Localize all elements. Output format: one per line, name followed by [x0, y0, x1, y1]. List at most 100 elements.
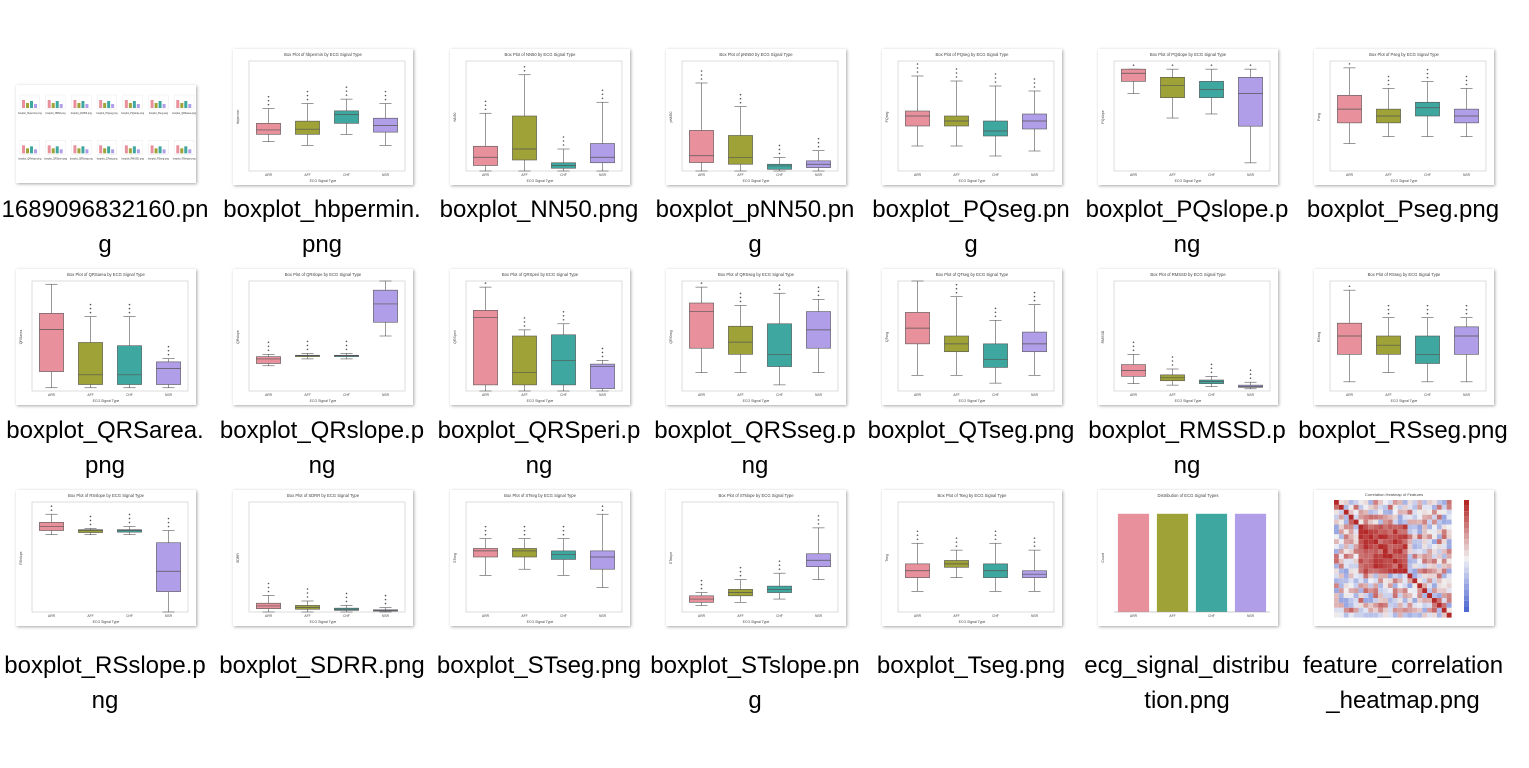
- box-arr: [473, 538, 498, 576]
- outlier-point: [562, 314, 565, 317]
- heat-cell: [1397, 553, 1403, 559]
- file-item[interactable]: Box Plot of pNN50 by ECG Signal Type pNN5…: [650, 0, 860, 768]
- file-name-label[interactable]: boxplot_pNN50.png: [655, 196, 855, 258]
- heat-cell: [1373, 583, 1379, 589]
- file-name-label[interactable]: boxplot_SDRR.png: [219, 652, 425, 679]
- file-thumbnail[interactable]: Box Plot of QRSperi by ECG Signal Type QR…: [450, 269, 630, 405]
- file-name-label[interactable]: boxplot_QRSseg.png: [654, 417, 856, 479]
- iqr-box: [1160, 76, 1185, 98]
- file-name-label[interactable]: boxplot_NN50.png: [439, 196, 639, 223]
- file-name-label[interactable]: boxplot_QTseg.png: [867, 417, 1075, 444]
- heat-cell: [1446, 534, 1452, 540]
- x-tick-label: AFF: [737, 393, 743, 397]
- file-item[interactable]: Box Plot of PQseg by ECG Signal Type PQse…: [866, 0, 1076, 768]
- file-thumbnail[interactable]: boxplot_hbpermin.png boxplot_NN50.png boxp…: [16, 85, 196, 183]
- file-item[interactable]: Box Plot of QRSarea by ECG Signal Type QR…: [0, 0, 210, 768]
- file-thumbnail[interactable]: Box Plot of PQseg by ECG Signal Type PQse…: [882, 49, 1062, 185]
- heat-cell: [1397, 539, 1403, 545]
- file-thumbnail[interactable]: Box Plot of QRSseg by ECG Signal Type QRS…: [666, 269, 846, 405]
- file-name-label[interactable]: boxplot_Tseg.png: [876, 652, 1066, 679]
- file-name-label[interactable]: boxplot_QRSarea.png: [6, 417, 204, 479]
- file-thumbnail[interactable]: Box Plot of hbpermin by ECG Signal Type h…: [233, 49, 413, 185]
- file-thumbnail[interactable]: Box Plot of PQslope by ECG Signal Type PQ…: [1098, 49, 1278, 185]
- file-name-label[interactable]: boxplot_PQslope.png: [1085, 196, 1289, 258]
- x-tick-label: AFF: [953, 393, 959, 397]
- outlier-point: [167, 521, 170, 524]
- outlier-point: [384, 594, 387, 597]
- file-item[interactable]: Box Plot of NN50 by ECG Signal Type NN50 E…: [434, 0, 644, 768]
- file-name-label[interactable]: boxplot_RMSSD.png: [1088, 417, 1286, 479]
- file-item[interactable]: Box Plot of hbpermin by ECG Signal Type h…: [217, 0, 427, 768]
- file-name-label[interactable]: boxplot_Pseg.png: [1306, 196, 1500, 223]
- outlier-point: [306, 588, 309, 590]
- file-thumbnail[interactable]: Box Plot of STslope by ECG Signal Type ST…: [666, 490, 846, 626]
- file-name-label[interactable]: boxplot_PQseg.png: [872, 196, 1070, 258]
- heat-cell: [1407, 607, 1413, 613]
- heat-cell: [1436, 573, 1442, 579]
- file-name-label[interactable]: ecg_signal_distribution.png: [1084, 652, 1290, 714]
- plot-frame: [31, 501, 189, 613]
- file-thumbnail[interactable]: Box Plot of Tseg by ECG Signal Type Tseg E…: [882, 490, 1062, 626]
- file-item[interactable]: Box Plot of STseg by ECG Signal Type STse…: [434, 0, 644, 768]
- heat-cell: [1348, 602, 1354, 608]
- heat-cell: [1441, 524, 1447, 530]
- heat-cell: [1348, 529, 1354, 535]
- mosaic-label: boxplot_PQslope.png: [121, 112, 145, 115]
- file-thumbnail[interactable]: Box Plot of RSseg by ECG Signal Type RSse…: [1314, 269, 1494, 405]
- file-name-label[interactable]: boxplot_QRSperi.png: [437, 417, 641, 479]
- heat-cell: [1334, 524, 1339, 530]
- outlier-point: [994, 73, 997, 75]
- file-thumbnail[interactable]: Box Plot of SDRR by ECG Signal Type SDRR E…: [233, 490, 413, 626]
- file-item[interactable]: Box Plot of QTseg by ECG Signal Type QTse…: [866, 0, 1076, 768]
- file-item[interactable]: Box Plot of STslope by ECG Signal Type ST…: [650, 0, 860, 768]
- file-thumbnail[interactable]: Box Plot of Pseg by ECG Signal Type Pseg E…: [1314, 49, 1494, 185]
- outlier-point: [994, 530, 997, 533]
- file-name-label[interactable]: boxplot_STseg.png: [436, 652, 642, 679]
- file-item[interactable]: Box Plot of QRSseg by ECG Signal Type QRS…: [650, 0, 860, 768]
- file-item[interactable]: Box Plot of RSseg by ECG Signal Type RSse…: [1298, 0, 1508, 768]
- file-name-label[interactable]: boxplot_hbpermin.png: [223, 196, 421, 258]
- file-item[interactable]: Box Plot of PQslope by ECG Signal Type PQ…: [1082, 0, 1292, 768]
- file-thumbnail[interactable]: Distribution of ECG Signal Types Count ARR…: [1098, 490, 1278, 626]
- mosaic-tile: boxplot_QRSperi.png: [44, 140, 68, 160]
- file-name-label[interactable]: boxplot_RSseg.png: [1298, 417, 1508, 444]
- file-item[interactable]: Box Plot of SDRR by ECG Signal Type SDRR E…: [217, 0, 427, 768]
- file-item[interactable]: boxplot_hbpermin.png boxplot_NN50.png boxp…: [0, 0, 210, 768]
- outlier-point: [601, 355, 604, 358]
- heat-cell: [1412, 598, 1418, 603]
- file-name-label[interactable]: boxplot_STslope.png: [650, 652, 860, 714]
- file-item[interactable]: Box Plot of RMSSD by ECG Signal Type RMSS…: [1082, 0, 1292, 768]
- file-item[interactable]: Box Plot of RSslope by ECG Signal Type RS…: [0, 0, 210, 768]
- file-name-label[interactable]: feature_correlation_heatmap.png: [1302, 652, 1504, 714]
- file-thumbnail[interactable]: Box Plot of pNN50 by ECG Signal Type pNN5…: [666, 49, 846, 185]
- file-item[interactable]: Box Plot of QRSperi by ECG Signal Type QR…: [434, 0, 644, 768]
- outlier-point: [1132, 349, 1135, 352]
- heat-cell: [1402, 539, 1408, 545]
- heat-cell: [1446, 578, 1452, 584]
- file-item[interactable]: Correlation Heatmap of Features feature_c…: [1298, 0, 1508, 768]
- iqr-box: [78, 529, 103, 533]
- file-item[interactable]: Distribution of ECG Signal Types Count ARR…: [1082, 0, 1292, 768]
- heat-cell: [1436, 602, 1442, 608]
- file-thumbnail[interactable]: Box Plot of QTseg by ECG Signal Type QTse…: [882, 269, 1062, 405]
- file-item[interactable]: Box Plot of Tseg by ECG Signal Type Tseg E…: [866, 0, 1076, 768]
- outlier-point: [994, 538, 997, 541]
- outlier-point: [523, 533, 526, 536]
- file-name-label[interactable]: boxplot_RSslope.png: [4, 652, 206, 714]
- heat-cell: [1407, 602, 1413, 608]
- heat-cell: [1353, 593, 1359, 598]
- file-item[interactable]: Box Plot of QRslope by ECG Signal Type QR…: [217, 0, 427, 768]
- file-name-label[interactable]: boxplot_QRslope.png: [219, 417, 425, 479]
- file-thumbnail[interactable]: Box Plot of QRslope by ECG Signal Type QR…: [233, 269, 413, 405]
- file-thumbnail[interactable]: Correlation Heatmap of Features: [1314, 490, 1494, 626]
- file-thumbnail[interactable]: Box Plot of RSslope by ECG Signal Type RS…: [16, 490, 196, 626]
- file-thumbnail[interactable]: Box Plot of QRSarea by ECG Signal Type QR…: [16, 269, 196, 405]
- file-name-label[interactable]: 1689096832160.png: [1, 196, 209, 258]
- heat-cell: [1387, 598, 1393, 603]
- box-arr: [689, 286, 714, 373]
- file-thumbnail[interactable]: Box Plot of NN50 by ECG Signal Type NN50 E…: [450, 49, 630, 185]
- file-thumbnail[interactable]: Box Plot of RMSSD by ECG Signal Type RMSS…: [1098, 269, 1278, 405]
- file-item[interactable]: Box Plot of Pseg by ECG Signal Type Pseg E…: [1298, 0, 1508, 768]
- heat-cell: [1397, 602, 1403, 608]
- file-thumbnail[interactable]: Box Plot of STseg by ECG Signal Type STse…: [450, 490, 630, 626]
